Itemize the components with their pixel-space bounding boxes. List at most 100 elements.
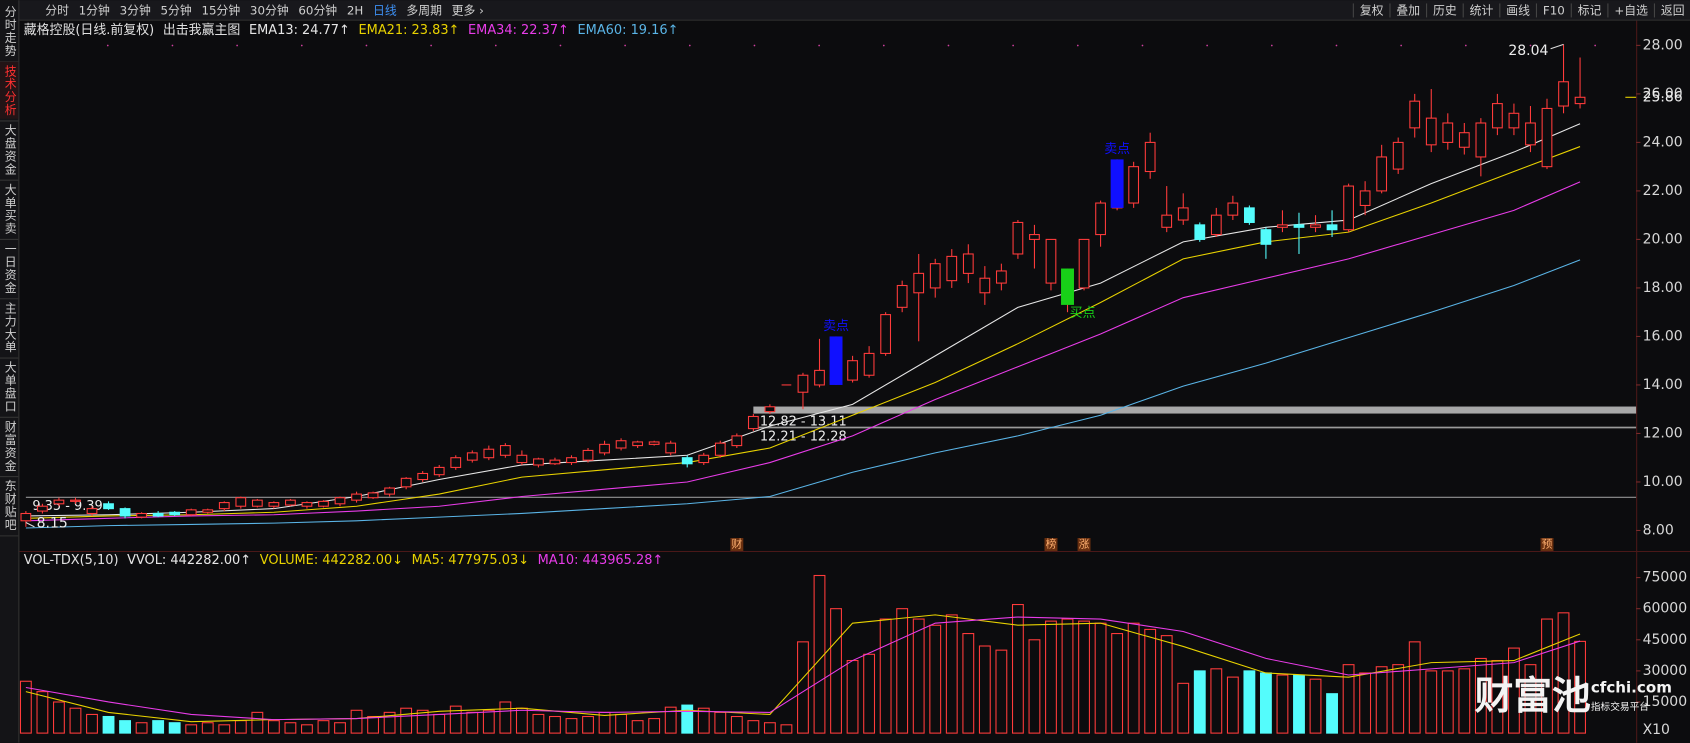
candle-body <box>1508 112 1520 129</box>
event-badge <box>730 538 744 551</box>
volume-bar <box>1210 668 1223 734</box>
volume-bar <box>896 608 909 734</box>
volume-bar <box>648 718 661 734</box>
tool-button[interactable]: 返回 <box>1661 3 1685 17</box>
volume-bar <box>267 720 280 734</box>
volume-bar <box>780 724 793 734</box>
volume-bar <box>1177 682 1190 734</box>
tool-button[interactable]: 画线 <box>1506 3 1530 17</box>
candle-body <box>962 253 974 274</box>
volume-bar <box>482 709 495 734</box>
period-tab[interactable]: 日线 <box>373 3 397 17</box>
period-tab[interactable]: 15分钟 <box>201 3 240 17</box>
volume-bar <box>1078 620 1090 734</box>
candle-body <box>119 508 131 517</box>
candle-body <box>582 449 594 461</box>
volume-bar <box>1127 622 1140 734</box>
y-tick-label: 75000 <box>1643 570 1688 586</box>
candle-body <box>1293 224 1305 228</box>
candle-body <box>351 493 362 501</box>
volume-bar <box>185 724 198 734</box>
period-tab[interactable]: 60分钟 <box>298 3 337 17</box>
candle-body <box>1574 96 1586 105</box>
top-dot <box>1594 44 1597 47</box>
sidebar-tab[interactable]: 大单买卖 <box>3 183 17 235</box>
period-tab[interactable]: 分时 <box>45 3 69 17</box>
sidebar-tab-active <box>0 61 19 119</box>
period-tab[interactable]: 1分钟 <box>79 3 110 17</box>
volume-bar <box>631 720 644 734</box>
candle-body <box>334 497 346 505</box>
tool-button[interactable]: F10 <box>1543 3 1565 17</box>
volume-bar <box>1160 635 1173 734</box>
sidebar-tab[interactable]: 东财贴吧 <box>3 480 17 532</box>
y-tick-label: 12.00 <box>1643 425 1683 441</box>
tool-button[interactable]: +自选 <box>1614 3 1648 17</box>
sidebar-tab[interactable]: 分时走势 <box>3 6 17 58</box>
volume-bar <box>763 722 776 734</box>
volume-bar <box>1524 664 1537 734</box>
volume-bar <box>549 715 561 734</box>
volume-bar <box>301 724 313 734</box>
chart-title: 藏格控股(日线.前复权) <box>24 22 155 38</box>
volume-bar <box>1293 674 1305 734</box>
period-tab[interactable]: 3分钟 <box>120 3 151 17</box>
tool-button[interactable]: 统计 <box>1470 3 1494 17</box>
top-dot <box>1141 44 1144 47</box>
candle-body <box>1078 238 1090 289</box>
current-price-label: 25.86 <box>1643 89 1683 105</box>
volume-bar <box>1326 693 1338 734</box>
top-dot <box>365 44 368 47</box>
volume-bar <box>168 722 181 734</box>
candle-body <box>995 270 1007 284</box>
sidebar-tab[interactable]: 财富资金 <box>3 420 17 472</box>
toolbar <box>0 0 1690 20</box>
sidebar-tab[interactable]: 技术分析 <box>3 65 17 117</box>
period-tab[interactable]: 多周期 <box>406 3 442 17</box>
volume-bar <box>1541 618 1553 734</box>
candle-body <box>285 499 296 506</box>
candle-body <box>70 499 81 502</box>
candle-body <box>1541 107 1553 168</box>
volume-bar <box>1243 670 1256 734</box>
candle-body <box>863 352 875 376</box>
candle-body <box>1227 202 1239 216</box>
candle-body <box>53 499 65 505</box>
top-dot <box>882 44 885 47</box>
volume-bar <box>317 720 330 734</box>
top-dot <box>494 44 497 47</box>
volume-bar <box>1011 603 1024 734</box>
candle-body <box>1343 185 1354 231</box>
ema-line <box>25 259 1581 529</box>
volume-bar <box>201 722 214 734</box>
tool-button[interactable]: 复权 <box>1360 3 1384 17</box>
period-tab[interactable]: 2H <box>347 3 363 17</box>
period-tab[interactable]: 30分钟 <box>250 3 289 17</box>
volume-bar <box>730 715 743 734</box>
candle-body <box>433 466 445 476</box>
ema-line <box>25 181 1581 522</box>
volume-bar <box>912 618 925 734</box>
tool-button[interactable]: 历史 <box>1433 3 1457 17</box>
volume-bar <box>1359 672 1372 734</box>
tool-button[interactable]: 叠加 <box>1396 3 1420 17</box>
candle-body <box>681 457 693 465</box>
volume-bar <box>218 724 231 734</box>
sidebar-tab[interactable]: 一日资金 <box>3 243 17 295</box>
chart-subtitle: 出击我赢主图 <box>163 22 241 38</box>
sidebar-tab[interactable]: 大盘资金 <box>3 124 17 176</box>
tool-button[interactable]: 标记 <box>1578 3 1602 17</box>
volume-bar <box>251 711 264 734</box>
candle-body <box>533 458 544 466</box>
sidebar-tab[interactable]: 大单盘口 <box>3 361 17 413</box>
sidebar-tab[interactable]: 主力大单 <box>3 301 17 353</box>
volume-bar <box>664 706 677 734</box>
period-tab[interactable]: 5分钟 <box>161 3 192 17</box>
volume-bar <box>1342 664 1355 734</box>
top-dot <box>947 44 950 47</box>
period-tab[interactable]: 更多 › <box>452 3 484 17</box>
candle-body <box>1458 132 1470 148</box>
volume-bar <box>797 641 809 734</box>
